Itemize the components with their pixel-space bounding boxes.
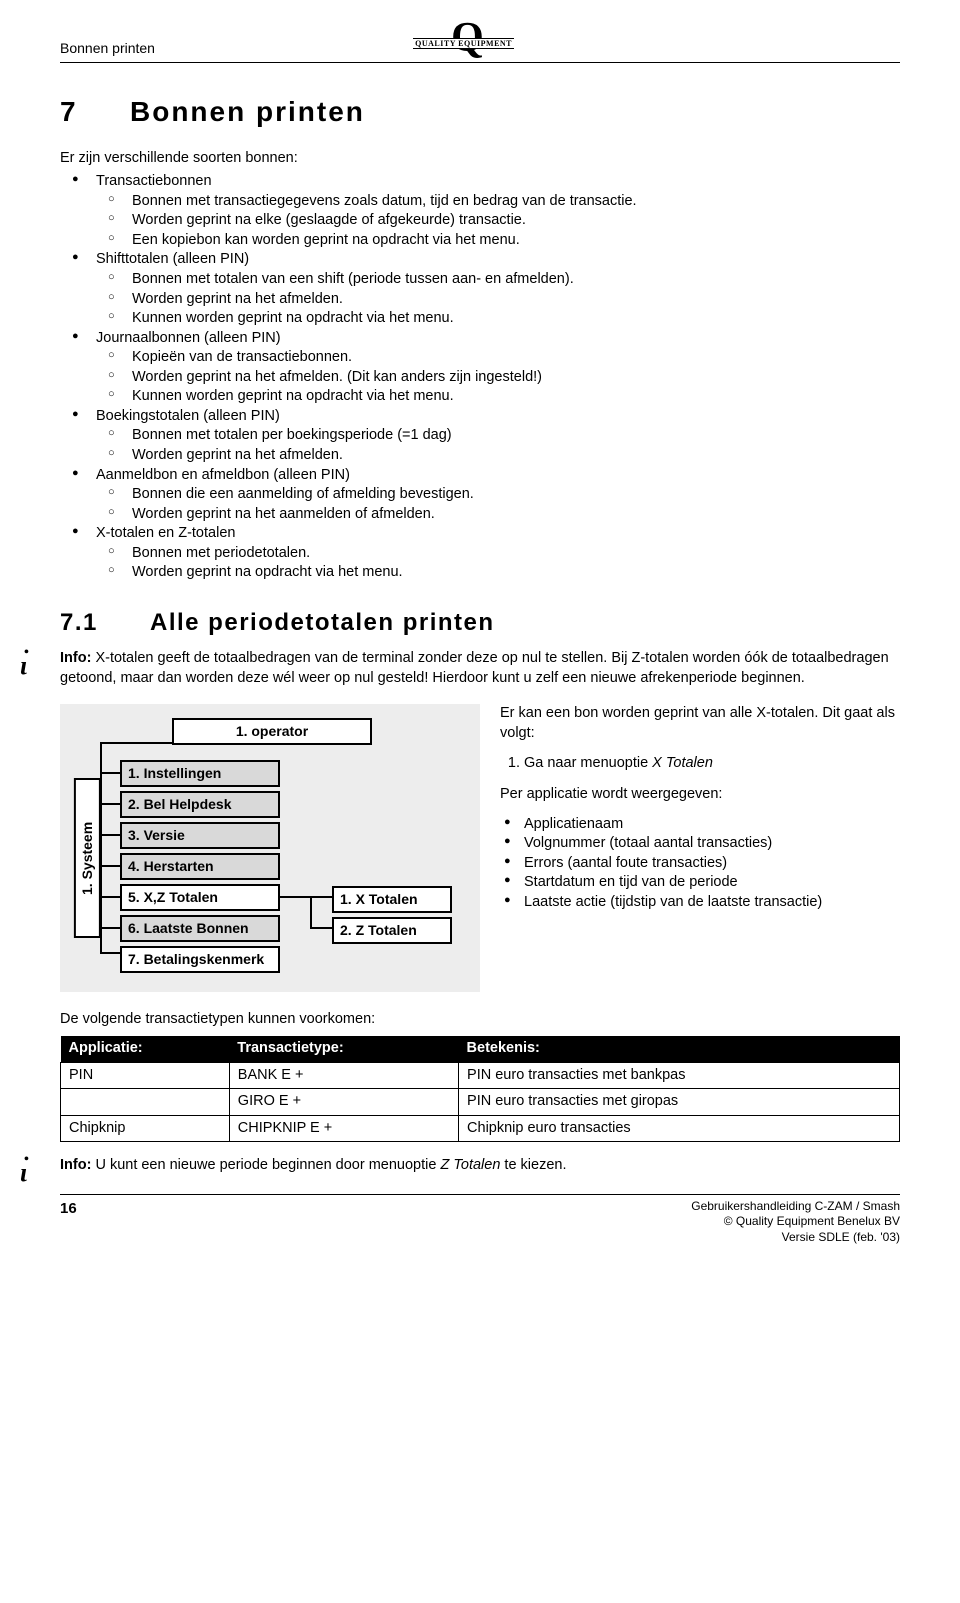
table-cell: Chipknip (61, 1115, 230, 1142)
diagram-line (100, 742, 172, 744)
diagram-and-text-row: 1. operator 1. Systeem 1. Instellingen 2.… (60, 704, 900, 992)
diagram-line (100, 865, 120, 867)
page-number: 16 (60, 1199, 77, 1219)
table-row: PINBANK E +PIN euro transacties met bank… (61, 1062, 900, 1089)
list-subitem: Bonnen met periodetotalen. (96, 544, 900, 564)
table-header: Transactietype: (229, 1036, 458, 1062)
transaction-types-table: Applicatie:Transactietype:Betekenis: PIN… (60, 1036, 900, 1142)
section-heading: 7.1Alle periodetotalen printen (60, 607, 900, 639)
info-em: Z Totalen (440, 1157, 500, 1173)
list-subitem: Worden geprint na het aanmelden of afmel… (96, 505, 900, 525)
menu-item: 3. Versie (120, 822, 280, 849)
info-label: Info: (60, 1157, 91, 1173)
list-item: X-totalen en Z-totalenBonnen met periode… (60, 524, 900, 583)
list-subitem: Worden geprint na elke (geslaagde of afg… (96, 211, 900, 231)
table-header: Applicatie: (61, 1036, 230, 1062)
list-item: TransactiebonnenBonnen met transactiegeg… (60, 172, 900, 250)
list-item: Applicatienaam (500, 815, 900, 835)
info-block-2: ι Info: U kunt een nieuwe periode beginn… (60, 1156, 900, 1176)
diagram-line (100, 834, 120, 836)
list-item: Aanmeldbon en afmeldbon (alleen PIN)Bonn… (60, 466, 900, 525)
chapter-heading: 7Bonnen printen (60, 93, 900, 131)
list-item: Laatste actie (tijdstip van de laatste t… (500, 893, 900, 913)
table-row: GIRO E +PIN euro transacties met giropas (61, 1089, 900, 1116)
table-cell (61, 1089, 230, 1116)
info-text-b: te kiezen. (500, 1157, 566, 1173)
table-row: ChipknipCHIPKNIP E +Chipknip euro transa… (61, 1115, 900, 1142)
instructions-column: Er kan een bon worden geprint van alle X… (500, 704, 900, 992)
instructions-steps: Ga naar menuoptie X Totalen (500, 754, 900, 774)
list-item: Errors (aantal foute transacties) (500, 854, 900, 874)
list-subitem: Worden geprint na het afmelden. (96, 290, 900, 310)
diagram-line (100, 896, 120, 898)
diagram-line (100, 927, 120, 929)
list-subitem: Kunnen worden geprint na opdracht via he… (96, 387, 900, 407)
list-subitem: Bonnen met totalen van een shift (period… (96, 270, 900, 290)
list-item: Startdatum en tijd van de periode (500, 873, 900, 893)
list-subitem: Bonnen met transactiegegevens zoals datu… (96, 192, 900, 212)
list-subitem: Kopieën van de transactiebonnen. (96, 348, 900, 368)
table-header: Betekenis: (459, 1036, 900, 1062)
footer-credits: Gebruikershandleiding C-ZAM / Smash © Qu… (691, 1199, 900, 1246)
logo-q-icon: Q QUALITY EQUIPMENT (451, 20, 484, 58)
table-cell: PIN euro transacties met bankpas (459, 1062, 900, 1089)
brand-logo: Q QUALITY EQUIPMENT (35, 20, 900, 58)
menu-item: 2. Z Totalen (332, 917, 452, 944)
menu-systeem: 1. Systeem (74, 778, 101, 938)
step-1: Ga naar menuoptie X Totalen (524, 754, 900, 774)
diagram-line (310, 896, 312, 928)
table-cell: Chipknip euro transacties (459, 1115, 900, 1142)
instructions-p1: Er kan een bon worden geprint van alle X… (500, 704, 900, 743)
diagram-line (310, 927, 332, 929)
table-cell: PIN euro transacties met giropas (459, 1089, 900, 1116)
logo-text: QUALITY EQUIPMENT (413, 38, 514, 49)
list-item: Volgnummer (totaal aantal transacties) (500, 834, 900, 854)
menu-item: 1. Instellingen (120, 760, 280, 787)
section-number: 7.1 (60, 607, 150, 639)
section-title: Alle periodetotalen printen (150, 609, 495, 636)
diagram-line (100, 772, 120, 774)
table-cell: PIN (61, 1062, 230, 1089)
menu-item: 5. X,Z Totalen (120, 884, 280, 911)
info-icon: ι (20, 649, 29, 677)
diagram-line (100, 803, 120, 805)
menu-diagram: 1. operator 1. Systeem 1. Instellingen 2.… (60, 704, 480, 992)
info-label: Info: (60, 650, 91, 666)
info-block-1: ι Info: X-totalen geeft de totaalbedrage… (60, 649, 900, 688)
menu-item: 4. Herstarten (120, 853, 280, 880)
menu-item: 2. Bel Helpdesk (120, 791, 280, 818)
list-item: Shifttotalen (alleen PIN)Bonnen met tota… (60, 250, 900, 328)
list-item: Boekingstotalen (alleen PIN)Bonnen met t… (60, 407, 900, 466)
chapter-title: Bonnen printen (130, 96, 365, 127)
table-cell: CHIPKNIP E + (229, 1115, 458, 1142)
table-cell: GIRO E + (229, 1089, 458, 1116)
table-cell: BANK E + (229, 1062, 458, 1089)
menu-operator: 1. operator (172, 718, 372, 745)
menu-item: 6. Laatste Bonnen (120, 915, 280, 942)
list-subitem: Worden geprint na opdracht via het menu. (96, 563, 900, 583)
diagram-line (310, 896, 332, 898)
menu-item: 1. X Totalen (332, 886, 452, 913)
chapter-number: 7 (60, 93, 130, 131)
bullet-list: TransactiebonnenBonnen met transactiegeg… (60, 172, 900, 583)
list-subitem: Bonnen met totalen per boekingsperiode (… (96, 426, 900, 446)
list-subitem: Worden geprint na het afmelden. (96, 446, 900, 466)
info-text: X-totalen geeft de totaalbedragen van de… (60, 650, 889, 686)
pre-table-text: De volgende transactietypen kunnen voork… (60, 1010, 900, 1030)
list-subitem: Worden geprint na het afmelden. (Dit kan… (96, 368, 900, 388)
intro-text: Er zijn verschillende soorten bonnen: (60, 149, 900, 169)
page-footer: 16 Gebruikershandleiding C-ZAM / Smash ©… (60, 1194, 900, 1246)
diagram-line (280, 896, 310, 898)
per-app-list: ApplicatienaamVolgnummer (totaal aantal … (500, 815, 900, 913)
info-icon: ι (20, 1156, 29, 1184)
list-item: Journaalbonnen (alleen PIN)Kopieën van d… (60, 329, 900, 407)
list-subitem: Een kopiebon kan worden geprint na opdra… (96, 231, 900, 251)
diagram-line (100, 952, 120, 954)
page-header: Bonnen printen Q QUALITY EQUIPMENT (60, 20, 900, 63)
list-subitem: Kunnen worden geprint na opdracht via he… (96, 309, 900, 329)
menu-item: 7. Betalingskenmerk (120, 946, 280, 973)
instructions-p2: Per applicatie wordt weergegeven: (500, 785, 900, 805)
info-text-a: U kunt een nieuwe periode beginnen door … (95, 1157, 440, 1173)
list-subitem: Bonnen die een aanmelding of afmelding b… (96, 485, 900, 505)
